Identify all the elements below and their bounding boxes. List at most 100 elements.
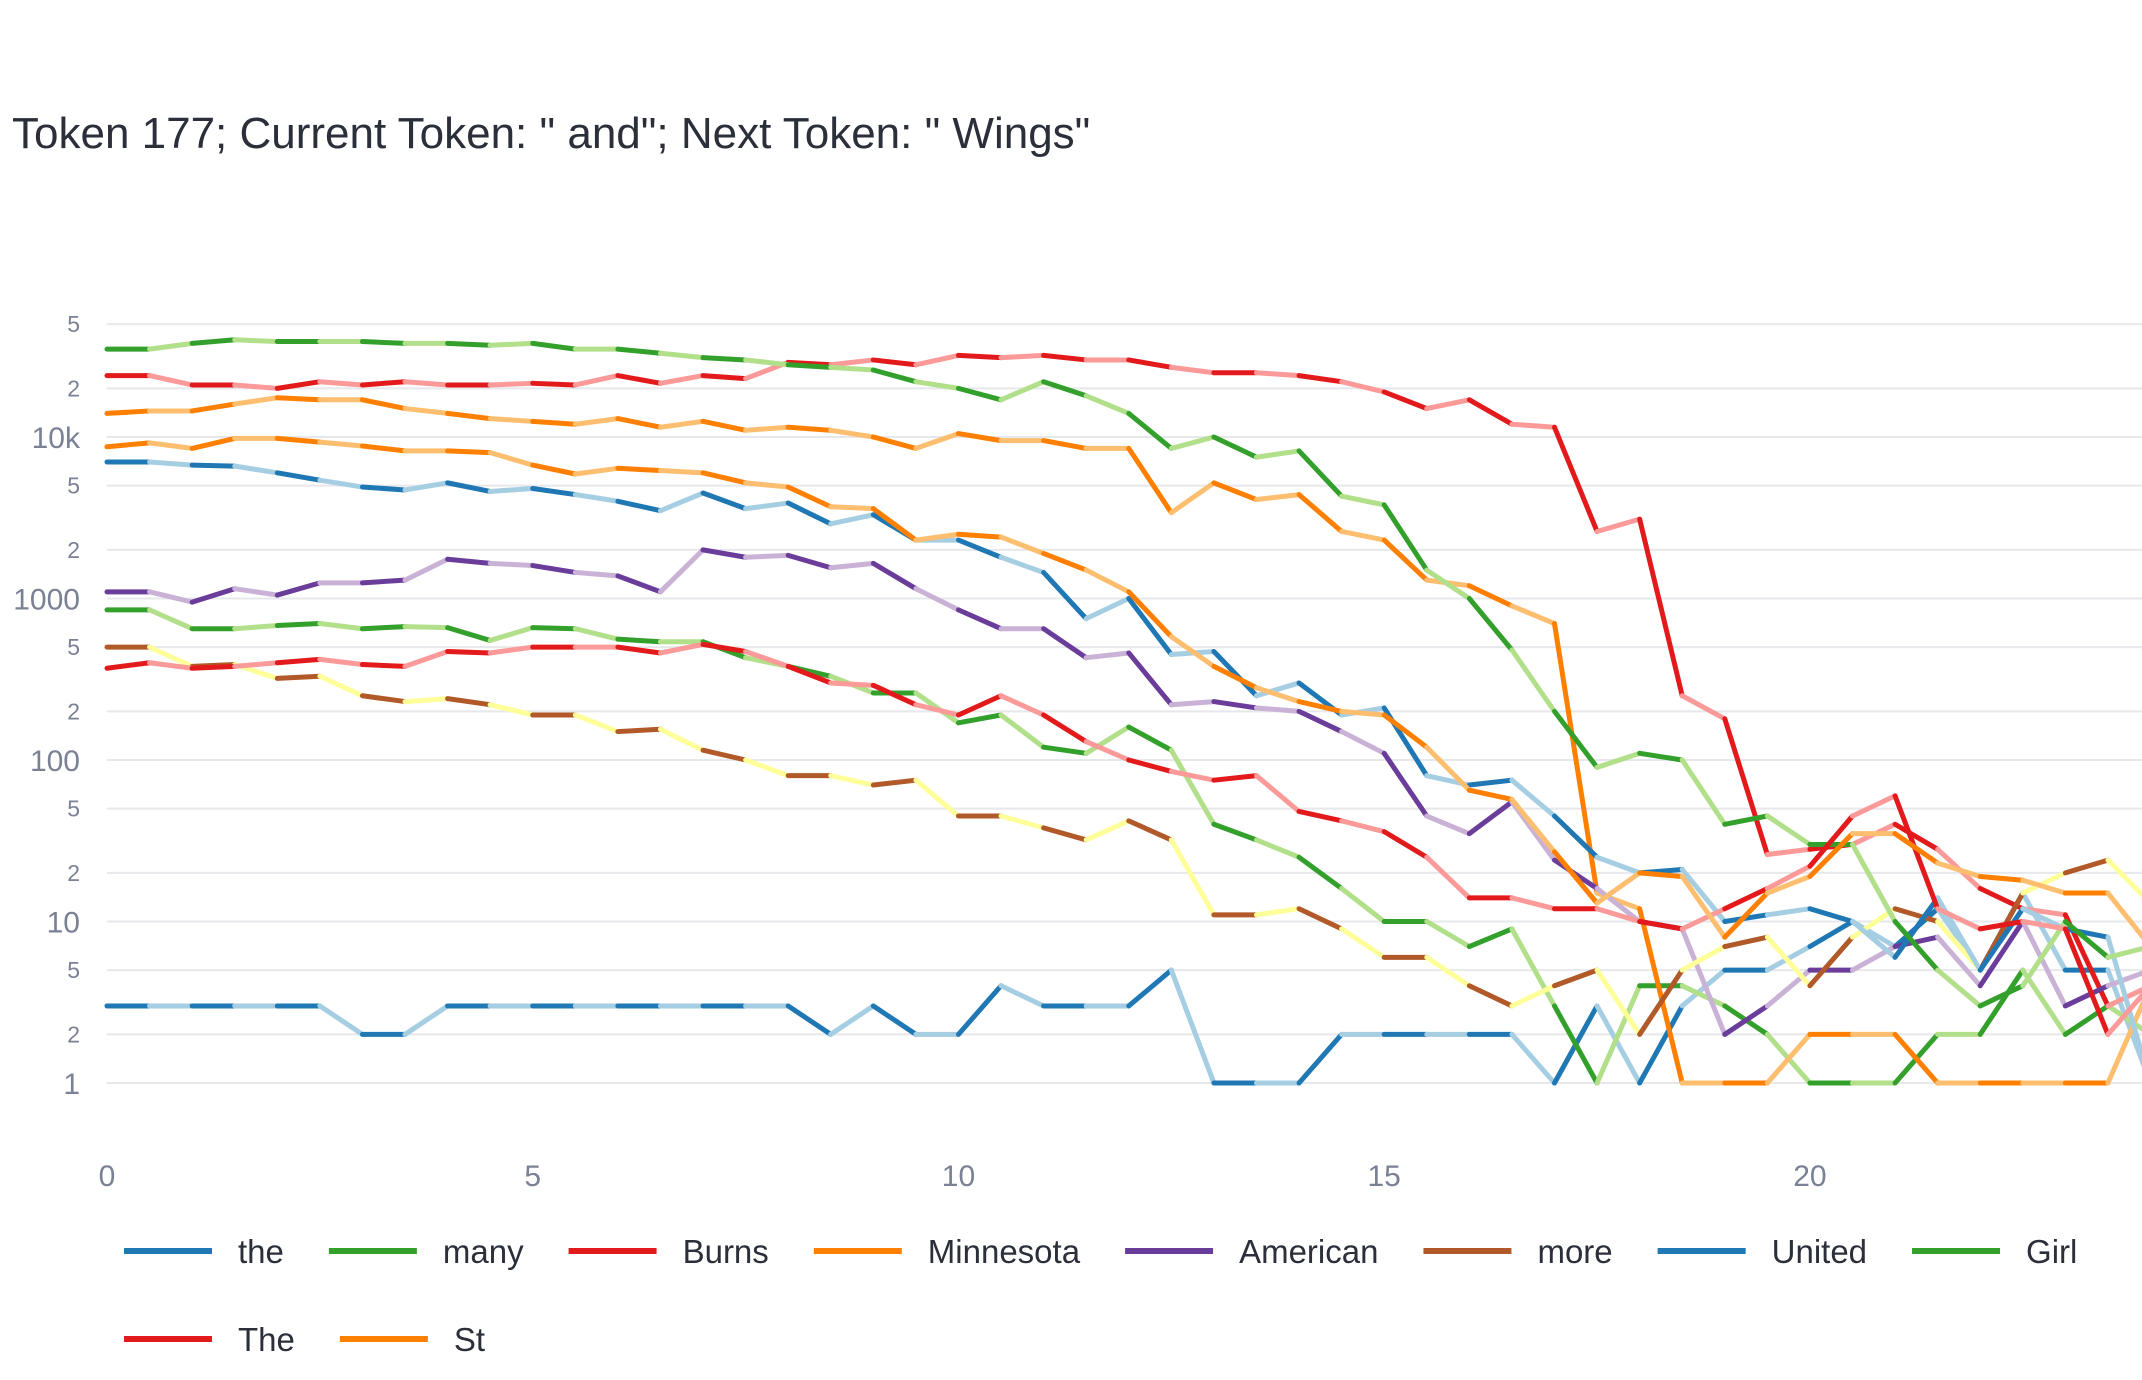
line-segment — [1424, 954, 1472, 989]
x-tick-label: 20 — [1793, 1160, 1826, 1193]
line-segment — [274, 435, 323, 445]
legend-item-burns[interactable]: Burns — [568, 1233, 769, 1270]
legend-item-united[interactable]: United — [1657, 1233, 1867, 1270]
line-segment — [147, 607, 195, 632]
line-segment — [828, 773, 876, 788]
line-segment — [1126, 596, 1174, 658]
line-segment — [1424, 567, 1472, 601]
line-segment — [104, 440, 153, 450]
line-segment — [743, 357, 791, 368]
line-segment — [274, 656, 323, 666]
line-segment — [1381, 389, 1430, 412]
line-segment — [572, 465, 621, 477]
line-segment — [2020, 919, 2068, 1009]
line-segment — [615, 726, 663, 735]
y-tick-label: 2 — [67, 537, 80, 563]
line-segment — [2105, 857, 2142, 899]
line-segment — [147, 373, 195, 388]
legend-item-girl[interactable]: Girl — [1912, 1233, 2077, 1270]
line-segment — [317, 1003, 365, 1037]
legend[interactable]: the many Burns Minnesota American more United G… — [124, 1233, 2077, 1358]
legend-label: the — [238, 1233, 284, 1270]
line-segment — [359, 577, 408, 586]
legend-item-minnesota[interactable]: Minnesota — [813, 1233, 1081, 1270]
line-segment — [1339, 708, 1387, 718]
line-segment — [1339, 926, 1387, 960]
line-segment — [445, 410, 493, 422]
line-segment — [487, 416, 536, 424]
line-segment — [1339, 886, 1387, 924]
line-segment — [1296, 448, 1345, 499]
line-segment — [2062, 983, 2111, 1009]
line-segment — [189, 337, 238, 346]
line-segment — [2105, 970, 2142, 989]
line-segment — [870, 777, 919, 788]
line-segment — [828, 504, 876, 512]
line-segment — [359, 624, 408, 632]
line-segment — [359, 443, 408, 454]
line-segment — [1168, 364, 1217, 376]
line-segment — [530, 625, 578, 632]
line-segment — [913, 531, 961, 543]
line-segment — [1679, 873, 1728, 940]
line-segment — [1807, 813, 1856, 869]
line-segment — [1296, 699, 1345, 714]
line-segment — [1722, 1003, 1770, 1037]
line-segment — [1935, 860, 1983, 879]
line-segment — [2062, 926, 2111, 1037]
line-segment — [1722, 934, 1770, 950]
line-segment — [955, 531, 1004, 540]
line-segment — [2020, 877, 2068, 896]
line-segment — [1381, 537, 1430, 583]
line-segment — [1381, 712, 1430, 750]
chart-title: Token 177; Current Token: " and"; Next T… — [12, 109, 1090, 158]
line-segment — [1977, 873, 2026, 883]
y-tick-label: 5 — [67, 634, 80, 660]
line-segment — [1594, 967, 1643, 1037]
legend-item-st[interactable]: St — [339, 1321, 485, 1358]
line-segment — [913, 379, 961, 391]
line-segment — [487, 560, 536, 569]
line-segment — [1466, 926, 1515, 950]
legend-item-the[interactable]: the — [124, 1233, 284, 1270]
line-segment — [572, 569, 621, 579]
line-segment — [2062, 857, 2111, 876]
line-segment — [998, 813, 1047, 831]
line-segment — [1892, 831, 1941, 866]
line-segment — [1041, 550, 1089, 573]
line-segment — [1253, 906, 1302, 918]
line-segment — [615, 498, 663, 514]
line-segment — [785, 663, 834, 686]
y-tick-label: 5 — [67, 957, 80, 983]
line-segment — [785, 1003, 834, 1037]
line-segment — [1296, 373, 1345, 385]
line-segment — [1083, 596, 1132, 622]
line-segment — [232, 660, 280, 669]
x-tick-label: 15 — [1368, 1160, 1401, 1193]
y-tick-label: 10 — [47, 907, 80, 940]
legend-label: The — [238, 1321, 295, 1358]
plot-area — [104, 337, 2142, 1086]
legend-label: Minnesota — [928, 1233, 1081, 1270]
line-segment — [317, 439, 365, 449]
line-segment — [955, 983, 1004, 1037]
line-segment — [1168, 967, 1217, 1086]
line-segment — [1594, 983, 1643, 1086]
line-segment — [402, 556, 451, 583]
line-segment — [1126, 724, 1174, 753]
line-segment — [1637, 967, 1685, 1037]
line-segment — [1892, 919, 1941, 973]
line-segment — [1041, 712, 1089, 745]
legend-item-many[interactable]: many — [328, 1233, 524, 1270]
series-line-more — [104, 644, 2142, 1037]
line-segment — [1168, 634, 1217, 669]
series-line-the — [104, 890, 2142, 1086]
legend-item-more[interactable]: more — [1423, 1233, 1613, 1270]
line-segment — [743, 500, 791, 512]
line-segment — [870, 1003, 919, 1037]
line-segment — [445, 625, 493, 643]
line-segment — [1211, 821, 1259, 843]
line-segment — [955, 712, 1004, 726]
legend-item-the[interactable]: The — [124, 1321, 295, 1358]
legend-item-american[interactable]: American — [1125, 1233, 1378, 1270]
